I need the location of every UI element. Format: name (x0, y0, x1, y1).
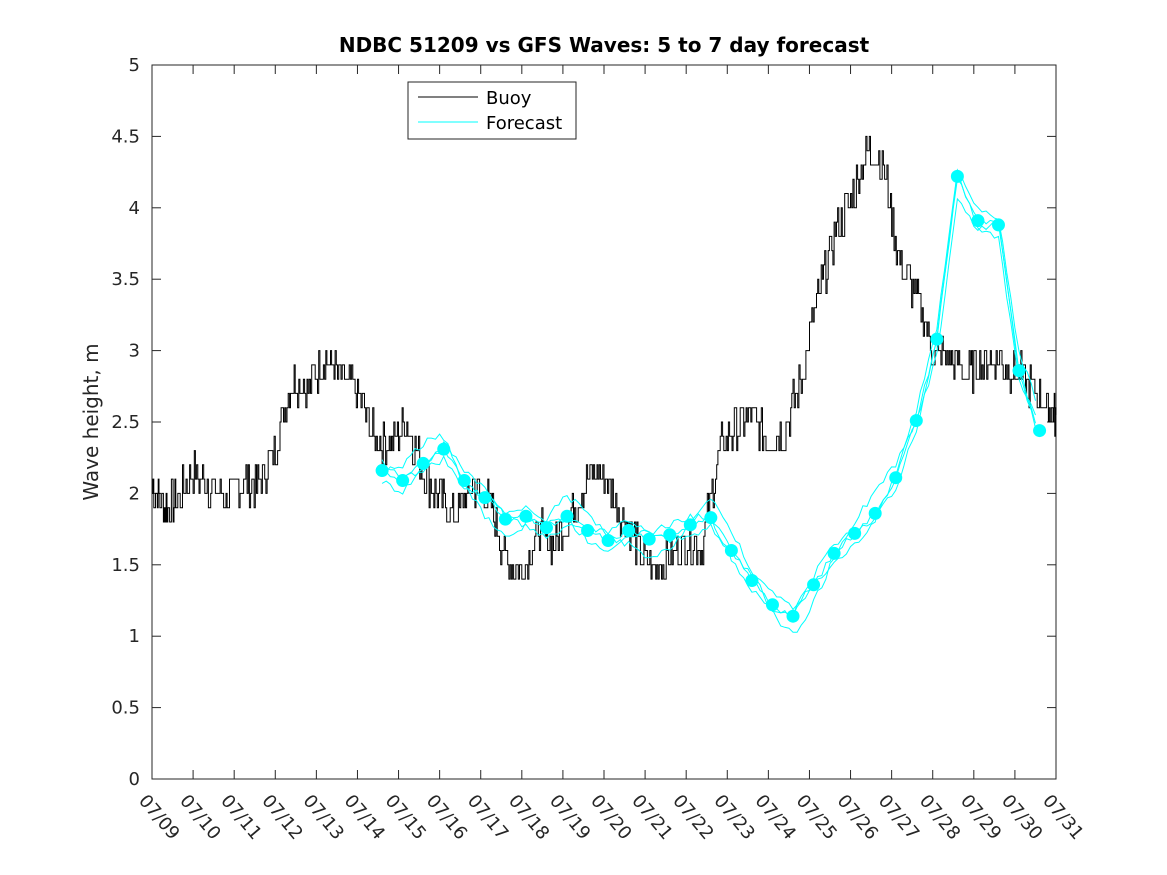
y-axis-label: Wave height, m (79, 343, 103, 500)
y-tick-label: 1 (129, 626, 140, 647)
plot-area (151, 64, 1057, 780)
x-tick-label: 07/29 (956, 791, 1005, 844)
forecast-point (683, 518, 697, 532)
forecast-point (396, 474, 410, 488)
forecast-point (478, 491, 492, 505)
forecast-series (375, 168, 1047, 633)
forecast-point (498, 512, 512, 526)
forecast-point (601, 534, 615, 548)
forecast-point (950, 169, 964, 183)
forecast-point (868, 506, 882, 520)
x-tick-label: 07/26 (833, 791, 882, 844)
forecast-point (622, 524, 636, 538)
forecast-point (745, 574, 759, 588)
x-tick-label: 07/19 (545, 791, 594, 844)
x-tick-label: 07/15 (381, 791, 430, 844)
chart-title: NDBC 51209 vs GFS Waves: 5 to 7 day fore… (339, 33, 870, 57)
x-tick-label: 07/21 (627, 791, 676, 844)
forecast-point (663, 528, 677, 542)
forecast-point (724, 544, 738, 558)
x-tick-label: 07/25 (792, 791, 841, 844)
x-tick-label: 07/20 (586, 791, 635, 844)
x-tick-label: 07/30 (997, 791, 1046, 844)
forecast-point (560, 509, 574, 523)
forecast-point (375, 464, 389, 478)
y-tick-label: 1.5 (111, 555, 140, 576)
forecast-point (827, 546, 841, 560)
buoy-series (152, 135, 1057, 580)
forecast-point (765, 598, 779, 612)
forecast-point (1033, 424, 1047, 438)
y-tick-label: 2 (129, 483, 140, 504)
forecast-point (704, 511, 718, 525)
x-tick-label: 07/09 (134, 791, 183, 844)
y-tick-label: 0.5 (111, 698, 140, 719)
forecast-point (642, 532, 656, 546)
x-tick-label: 07/11 (216, 791, 265, 844)
forecast-point (848, 526, 862, 540)
x-tick-label: 07/22 (668, 791, 717, 844)
forecast-point (457, 474, 471, 488)
x-tick-label: 07/24 (751, 791, 800, 844)
forecast-point (971, 214, 985, 228)
x-tick-label: 07/10 (175, 791, 224, 844)
y-tick-label: 2.5 (111, 412, 140, 433)
x-tick-label: 07/23 (709, 791, 758, 844)
forecast-point (416, 456, 430, 470)
x-tick-label: 07/27 (874, 791, 923, 844)
forecast-point (930, 332, 944, 346)
legend: Buoy Forecast (407, 81, 577, 140)
legend-buoy-label: Buoy (486, 88, 532, 109)
forecast-point (581, 524, 595, 538)
x-tick-label: 07/28 (915, 791, 964, 844)
forecast-point (519, 509, 533, 523)
x-tick-label: 07/18 (504, 791, 553, 844)
forecast-line (382, 197, 1036, 633)
x-tick-label: 07/14 (340, 791, 389, 844)
y-tick-label: 5 (129, 55, 140, 76)
legend-box (407, 81, 577, 140)
forecast-point (909, 414, 923, 428)
y-tick-label: 4.5 (111, 126, 140, 147)
legend-forecast-label: Forecast (486, 113, 562, 134)
forecast-point (1012, 364, 1026, 378)
forecast-point (807, 578, 821, 592)
x-tick-label: 07/17 (463, 791, 512, 844)
y-tick-label: 0 (129, 769, 140, 790)
y-axis-ticks: 0 0.5 1 1.5 2 2.5 3 3.5 4 4.5 5 (111, 55, 1056, 790)
forecast-point (437, 442, 451, 456)
y-tick-label: 3 (129, 341, 140, 362)
buoy-line (152, 135, 1057, 580)
forecast-point (786, 609, 800, 623)
x-tick-label: 07/13 (299, 791, 348, 844)
y-tick-label: 4 (129, 198, 140, 219)
y-tick-label: 3.5 (111, 269, 140, 290)
x-tick-label: 07/16 (422, 791, 471, 844)
x-tick-label: 07/12 (257, 791, 306, 844)
forecast-point (991, 218, 1005, 232)
x-tick-label: 07/31 (1038, 791, 1087, 844)
forecast-point (539, 521, 553, 535)
forecast-point (889, 471, 903, 485)
